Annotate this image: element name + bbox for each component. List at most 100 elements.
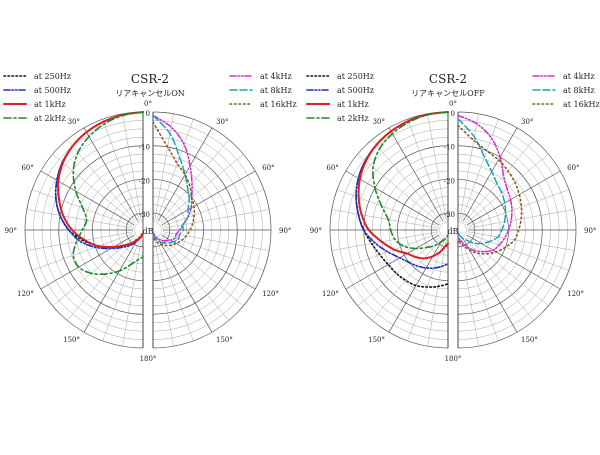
angle-tick-label: 120°: [262, 290, 279, 298]
grid-spoke: [464, 139, 535, 223]
angle-tick-label: 90°: [584, 227, 596, 235]
angle-tick-label: 120°: [567, 290, 584, 298]
grid-spoke: [83, 127, 139, 222]
chart-subtitle: リアキャンセルOFF: [411, 89, 485, 98]
radial-tick-label: 0: [146, 110, 150, 118]
grid-spoke: [331, 209, 439, 229]
polar-chart-1: 0 -10 -20 -30 dB 0° 30° 30° 60° 60° 90° 90° 120° 120°…: [3, 72, 297, 363]
polar-chart-2: 0 -10 -20 -30 dB 0° 30° 30° 60° 60° 90° 90° 120° 120°…: [306, 72, 600, 363]
series-line-at-4khz: [152, 114, 193, 242]
series-line-at-16khz: [152, 121, 196, 247]
radial-tick-label: -20: [444, 177, 455, 185]
angle-tick-label: 180°: [140, 355, 157, 363]
grid-spoke: [159, 139, 230, 223]
series-curves: [355, 111, 523, 288]
legend-label: at 8kHz: [563, 86, 595, 95]
angle-tick-label: 90°: [5, 227, 17, 235]
angle-tick-label: 120°: [17, 290, 34, 298]
legend-item: at 8kHz: [532, 86, 595, 95]
legend-item: at 8kHz: [229, 86, 292, 95]
legend-item: at 4kHz: [229, 72, 292, 81]
series-line-at-16khz: [457, 124, 523, 255]
legend-label: at 8kHz: [260, 86, 292, 95]
polar-grid: [24, 111, 272, 349]
grid-spoke: [371, 237, 442, 321]
series-line-at-500hz: [54, 111, 144, 250]
chart-title: CSR-2: [429, 72, 467, 86]
grid-spoke: [83, 238, 139, 333]
legend-label: at 16kHz: [563, 100, 600, 109]
angle-tick-label: 120°: [322, 290, 339, 298]
angle-tick-label: 60°: [21, 164, 33, 172]
grid-spoke: [162, 231, 270, 251]
grid-spoke: [154, 113, 174, 221]
grid-spoke: [156, 239, 194, 341]
legend-item: at 16kHz: [532, 100, 600, 109]
series-line-at-2khz: [372, 111, 449, 250]
grid-spoke: [407, 239, 445, 341]
series-line-at-1khz: [357, 111, 449, 260]
grid-spoke: [337, 189, 439, 227]
grid-spoke: [459, 113, 479, 221]
legend-item: at 2kHz: [306, 114, 369, 123]
grid-spoke: [467, 233, 569, 271]
angle-tick-label: 30°: [216, 118, 228, 126]
radial-tick-label: -10: [139, 144, 150, 152]
legend-item: at 250Hz: [306, 72, 374, 81]
legend-label: at 500Hz: [34, 86, 71, 95]
grid-spoke: [122, 239, 142, 347]
angle-tick-label: 180°: [445, 355, 462, 363]
angle-tick-label: 60°: [567, 164, 579, 172]
series-line-at-2khz: [72, 111, 144, 276]
radial-tick-label: -30: [139, 211, 150, 219]
angle-tick-label: 150°: [368, 336, 385, 344]
legend-label: at 1kHz: [337, 100, 369, 109]
legend-left: at 250Hz at 500Hz at 1kHz at 2kHz: [306, 72, 374, 123]
grid-spoke: [40, 234, 135, 290]
grid-spoke: [345, 170, 440, 226]
grid-spoke: [461, 239, 499, 341]
radial-tick-label: 0: [451, 110, 455, 118]
angle-tick-label: 30°: [521, 118, 533, 126]
legend-right: at 4kHz at 8kHz at 16kHz: [532, 72, 600, 109]
grid-spoke: [467, 231, 575, 251]
angle-tick-label: 150°: [521, 336, 538, 344]
grid-spoke: [32, 233, 134, 271]
grid-spoke: [102, 119, 140, 221]
grid-spoke: [66, 237, 137, 321]
radial-tick-label: -20: [139, 177, 150, 185]
legend-label: at 1kHz: [34, 100, 66, 109]
grid-spoke: [345, 234, 440, 290]
grid-spoke: [159, 237, 230, 321]
grid-spoke: [388, 127, 444, 222]
radial-unit-label: dB: [143, 227, 154, 236]
legend-label: at 250Hz: [34, 72, 71, 81]
grid-spoke: [162, 233, 264, 271]
series-line-at-8khz: [457, 117, 507, 245]
series-line-at-8khz: [152, 114, 190, 244]
grid-spoke: [467, 189, 569, 227]
grid-spoke: [157, 238, 213, 333]
legend-item: at 500Hz: [3, 86, 71, 95]
grid-spoke: [462, 127, 518, 222]
grid-spoke: [427, 113, 447, 221]
grid-spoke: [465, 236, 549, 307]
legend-item: at 2kHz: [3, 114, 66, 123]
grid-spoke: [160, 153, 244, 224]
legend-item: at 1kHz: [306, 100, 369, 109]
radial-tick-label: -30: [444, 211, 455, 219]
grid-spoke: [462, 238, 518, 333]
series-line-at-1khz: [57, 111, 144, 248]
radial-unit-label: dB: [448, 227, 459, 236]
legend-label: at 4kHz: [563, 72, 595, 81]
angle-tick-label: 90°: [279, 227, 291, 235]
grid-spoke: [357, 153, 441, 224]
grid-spoke: [162, 209, 270, 229]
legend-item: at 500Hz: [306, 86, 374, 95]
grid-spoke: [157, 127, 213, 222]
legend-label: at 2kHz: [337, 114, 369, 123]
grid-spoke: [161, 234, 256, 290]
grid-spoke: [156, 119, 194, 221]
